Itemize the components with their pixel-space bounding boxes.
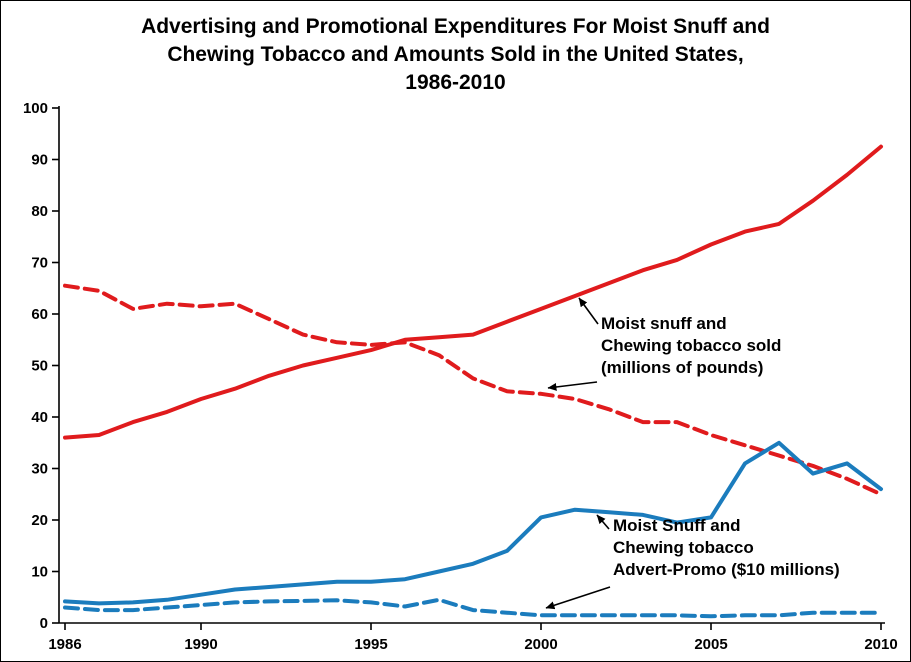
- annotation-arrow-0: [578, 297, 599, 325]
- axes: 0 10 20 30 40 50 60 70 80 90 100 1986 1990 1995 2000 20…: [23, 100, 898, 653]
- annotation-arrows: [545, 297, 611, 610]
- y-tick-label: 60: [31, 306, 48, 323]
- annotation-arrow-1: [547, 381, 598, 391]
- y-tick-label: 100: [23, 100, 48, 117]
- x-tick-label: 1986: [48, 636, 81, 653]
- annotation-arrow-2: [596, 514, 610, 530]
- y-tick-label: 50: [31, 358, 48, 375]
- x-tick-label: 1990: [184, 636, 217, 653]
- x-tick-label: 2000: [524, 636, 557, 653]
- series-line-0: [63, 144, 883, 440]
- y-tick-label: 0: [40, 615, 48, 632]
- y-tick-label: 20: [31, 512, 48, 529]
- annotation-arrow-3: [545, 586, 611, 610]
- y-tick-label: 30: [31, 461, 48, 478]
- x-tick-label: 2010: [864, 636, 897, 653]
- x-tick-label: 1995: [354, 636, 387, 653]
- x-tick-label: 2005: [694, 636, 727, 653]
- y-tick-label: 10: [31, 564, 48, 581]
- annotation-sold-label: Moist snuff and Chewing tobacco sold (mi…: [601, 314, 782, 377]
- y-tick-label: 40: [31, 409, 48, 426]
- y-tick-label: 90: [31, 152, 48, 169]
- y-tick-label: 80: [31, 203, 48, 220]
- chart-title: Advertising and Promotional Expenditures…: [141, 15, 770, 94]
- annotation-advert-label: Moist Snuff and Chewing tobacco Advert-P…: [613, 516, 840, 579]
- y-tick-label: 70: [31, 255, 48, 272]
- series-line-1: [63, 283, 883, 497]
- series-lines: [63, 144, 883, 619]
- series-line-2: [63, 440, 883, 606]
- series-line-3: [63, 597, 883, 619]
